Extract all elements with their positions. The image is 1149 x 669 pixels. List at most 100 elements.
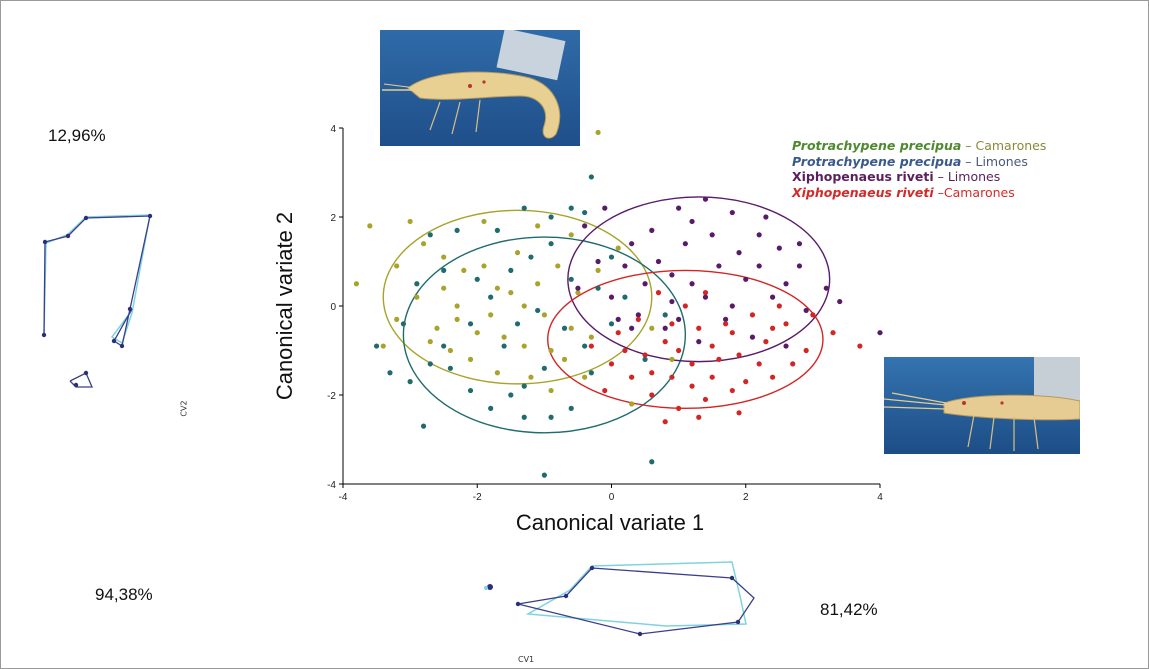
series-2-point — [575, 285, 581, 291]
series-2-point — [770, 294, 776, 300]
series-2-point — [729, 303, 735, 309]
series-2-point — [629, 325, 635, 331]
series-3-point — [709, 374, 715, 380]
series-1-point — [649, 459, 655, 465]
series-1-point — [588, 174, 594, 180]
series-2-point — [696, 339, 702, 345]
series-3-point — [756, 361, 762, 367]
series-1-point — [373, 343, 380, 349]
series-0-point — [467, 356, 474, 362]
series-0-point — [481, 263, 487, 269]
series-2-point — [662, 325, 668, 331]
series-1-point — [588, 370, 594, 376]
series-3-point — [803, 347, 809, 354]
series-1-point — [622, 294, 628, 300]
series-3-point — [696, 325, 702, 331]
series-2-point — [749, 334, 756, 340]
series-3-ellipse — [547, 269, 824, 410]
series-1-point — [447, 365, 453, 371]
series-0-point — [494, 285, 500, 291]
series-1-point — [494, 227, 500, 233]
series-3-point — [716, 356, 722, 362]
series-0-ellipse — [382, 209, 653, 385]
series-1-point — [514, 321, 521, 327]
series-1-point — [488, 405, 494, 411]
series-0-point — [454, 303, 460, 309]
series-2-point — [716, 263, 722, 269]
series-3-point — [689, 383, 695, 389]
series-0-point — [582, 374, 588, 380]
cv1-axis-label: CV1 — [518, 655, 535, 664]
series-0-point — [380, 343, 386, 349]
series-1-point — [441, 343, 447, 349]
series-1-point — [528, 254, 534, 260]
cv2-shape-diagram — [41, 213, 153, 388]
legend-entry-xr-camarones: Xiphopenaeus riveti –Camarones — [792, 185, 1046, 201]
x-tick-label: 4 — [877, 492, 883, 503]
series-0-point — [535, 281, 541, 287]
series-2-point — [676, 316, 682, 322]
series-3-point — [676, 347, 682, 354]
series-2-point — [776, 245, 782, 251]
series-1-point — [568, 205, 574, 211]
series-2-point — [877, 330, 883, 336]
series-3-point — [608, 361, 615, 367]
series-2-point — [622, 263, 628, 269]
series-1-point — [608, 321, 615, 327]
series-2-point — [803, 307, 809, 314]
series-2-point — [655, 258, 662, 265]
series-3-point — [602, 387, 608, 394]
series-0-point — [488, 312, 494, 318]
series-0-point — [461, 267, 467, 273]
series-1-point — [387, 370, 393, 376]
series-0-point — [434, 325, 440, 331]
series-3-point — [662, 339, 668, 345]
series-2-point — [796, 241, 803, 247]
series-2-point — [756, 263, 762, 269]
series-3-point — [702, 396, 709, 403]
series-2-point — [763, 214, 769, 220]
legend-entry-pp-limones: Protrachypene precipua – Limones — [792, 154, 1046, 170]
series-1-point — [582, 209, 588, 216]
series-0-point — [568, 232, 574, 238]
y-tick-label: -2 — [327, 391, 336, 402]
shrimp-photo-right — [884, 357, 1080, 454]
series-2-point — [669, 298, 675, 305]
series-0-point — [427, 339, 433, 345]
legend-entry-pp-camarones: Protrachypene precipua – Camarones — [792, 138, 1046, 154]
series-2-ellipse — [567, 196, 831, 363]
series-1-point — [608, 254, 615, 260]
series-0-point — [441, 285, 447, 291]
series-1-point — [548, 414, 554, 420]
series-0-point — [501, 334, 507, 340]
series-2-point — [669, 272, 675, 278]
series-2-point — [796, 263, 803, 269]
series-3-point — [642, 352, 648, 358]
series-0-point — [669, 356, 675, 362]
series-3-point — [662, 419, 668, 425]
series-2-point — [723, 316, 729, 322]
series-3-point — [649, 370, 655, 376]
series-1-point — [427, 361, 433, 367]
series-2-point — [642, 281, 648, 287]
series-1-point — [548, 241, 554, 247]
series-3-point — [689, 361, 695, 367]
shrimp-photo-top — [380, 30, 580, 146]
percent-bottom-right: 81,42% — [820, 600, 878, 619]
series-1-point — [501, 343, 507, 349]
series-3-point — [770, 325, 776, 331]
series-3-point — [776, 303, 782, 309]
series-1-ellipse — [402, 236, 687, 434]
series-1-point — [508, 392, 514, 398]
y-tick-label: 0 — [330, 302, 336, 313]
series-2-point — [595, 258, 601, 265]
series-3-point — [669, 374, 675, 380]
series-0-point — [649, 325, 655, 331]
x-axis-title: Canonical variate 1 — [516, 510, 704, 535]
series-2-point — [602, 205, 608, 211]
series-0-point — [367, 223, 373, 229]
series-1-point — [662, 312, 668, 318]
series-0-point — [548, 387, 554, 394]
series-1-point — [521, 414, 527, 420]
